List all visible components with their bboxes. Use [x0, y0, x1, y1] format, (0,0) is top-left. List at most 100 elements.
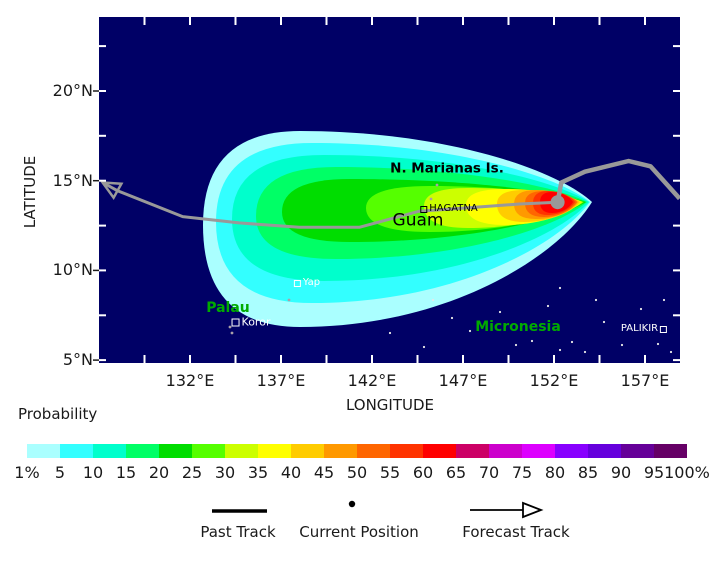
colorbar-segment — [126, 444, 159, 458]
x-tick-label: 137°E — [256, 371, 306, 390]
colorbar-tick-label: 60 — [412, 463, 434, 482]
island-speck — [546, 304, 550, 308]
colorbar-segment — [456, 444, 489, 458]
colorbar-segment — [423, 444, 456, 458]
island-speck — [669, 350, 673, 354]
colorbar-tick-label: 90 — [610, 463, 632, 482]
colorbar-segment — [159, 444, 192, 458]
colorbar-tick-label: 1% — [14, 463, 40, 482]
x-tick-label: 132°E — [165, 371, 215, 390]
forecast-arrowhead — [100, 181, 124, 201]
island-speck — [639, 307, 643, 311]
colorbar-tick-label: 10 — [82, 463, 104, 482]
island-speck — [530, 339, 534, 343]
city-label-text: HAGATNA — [429, 203, 478, 214]
colorbar-segment — [390, 444, 423, 458]
legend-current-position-label: Current Position — [299, 523, 419, 541]
y-tick-label: 15°N — [52, 170, 93, 190]
city-label-text: PALIKIR — [620, 323, 659, 334]
island-speck — [570, 340, 574, 344]
colorbar-segment — [522, 444, 555, 458]
colorbar-segment — [654, 444, 687, 458]
map-label-koror: Koror — [231, 315, 271, 329]
colorbar-tick-label: 20 — [148, 463, 170, 482]
island-speck — [230, 331, 234, 335]
colorbar-segment — [357, 444, 390, 458]
colorbar-tick-label: 25 — [181, 463, 203, 482]
island-speck — [602, 320, 606, 324]
x-tick-label: 157°E — [620, 371, 670, 390]
island-speck — [287, 298, 291, 302]
colorbar-tick-label: 85 — [577, 463, 599, 482]
legend-forecast-arrowhead — [522, 501, 544, 519]
colorbar-tick-label: 95 — [643, 463, 665, 482]
colorbar-tick-label: 55 — [379, 463, 401, 482]
y-axis-title: LATITUDE — [21, 155, 39, 229]
island-speck — [594, 298, 598, 302]
city-square-marker — [660, 325, 668, 333]
island-speck — [583, 350, 587, 354]
y-tick-label: 20°N — [52, 81, 93, 100]
colorbar-tick-label: 100% — [664, 463, 710, 482]
colorbar-tick-label: 35 — [247, 463, 269, 482]
island-speck — [388, 331, 392, 335]
island-speck — [514, 343, 518, 347]
y-tick-label: 5°N — [62, 350, 93, 370]
colorbar-segment — [489, 444, 522, 458]
city-label-text: Koror — [241, 315, 271, 329]
island-speck — [429, 197, 433, 201]
colorbar-segment — [60, 444, 93, 458]
x-tick-label: 152°E — [529, 371, 579, 390]
island-speck — [558, 286, 562, 290]
colorbar-segment — [621, 444, 654, 458]
city-square-marker — [231, 318, 240, 326]
colorbar-segment — [291, 444, 324, 458]
colorbar-segment — [192, 444, 225, 458]
island-speck — [656, 342, 660, 346]
island-speck — [435, 183, 439, 187]
colorbar-tick-label: 45 — [313, 463, 335, 482]
map-label-hagatna: HAGATNA — [420, 203, 478, 214]
legend-past-track-label: Past Track — [200, 523, 276, 541]
island-speck — [450, 316, 454, 320]
colorbar-tick-label: 15 — [115, 463, 137, 482]
colorbar-tick-label: 75 — [511, 463, 533, 482]
legend-forecast-track-label: Forecast Track — [462, 523, 570, 541]
map-label-yap: Yap — [293, 277, 321, 288]
map-label-micronesia: Micronesia — [475, 319, 561, 335]
map-label-palikir: PALIKIR — [620, 323, 668, 334]
colorbar-tick-label: 70 — [478, 463, 500, 482]
island-speck — [558, 348, 562, 352]
colorbar-tick-label: 5 — [54, 463, 66, 482]
map-label-palau: Palau — [206, 300, 250, 316]
city-label-text: Yap — [302, 277, 321, 288]
colorbar-tick-label: 40 — [280, 463, 302, 482]
colorbar-tick-label: 50 — [346, 463, 368, 482]
colorbar-segment — [27, 444, 60, 458]
colorbar-segment — [555, 444, 588, 458]
x-axis-title: LONGITUDE — [345, 396, 435, 414]
map-label-guam: Guam — [392, 210, 444, 231]
island-speck — [431, 298, 435, 302]
island-speck — [422, 345, 426, 349]
colorbar-title: Probability — [18, 405, 98, 423]
forecast-track-line — [101, 181, 558, 229]
city-square-marker — [420, 205, 428, 213]
colorbar-segment — [225, 444, 258, 458]
x-tick-label: 147°E — [438, 371, 488, 390]
current-position-dot — [550, 195, 565, 210]
island-speck — [662, 298, 666, 302]
colorbar-tick-label: 80 — [544, 463, 566, 482]
island-speck — [228, 325, 232, 329]
colorbar-segment — [258, 444, 291, 458]
island-speck — [468, 329, 472, 333]
island-speck — [620, 343, 624, 347]
y-tick-label: 10°N — [52, 260, 93, 280]
colorbar-segment — [93, 444, 126, 458]
city-square-marker — [293, 279, 301, 287]
colorbar-segment — [324, 444, 357, 458]
island-speck — [498, 310, 502, 314]
legend-current-position-glyph — [348, 500, 356, 508]
